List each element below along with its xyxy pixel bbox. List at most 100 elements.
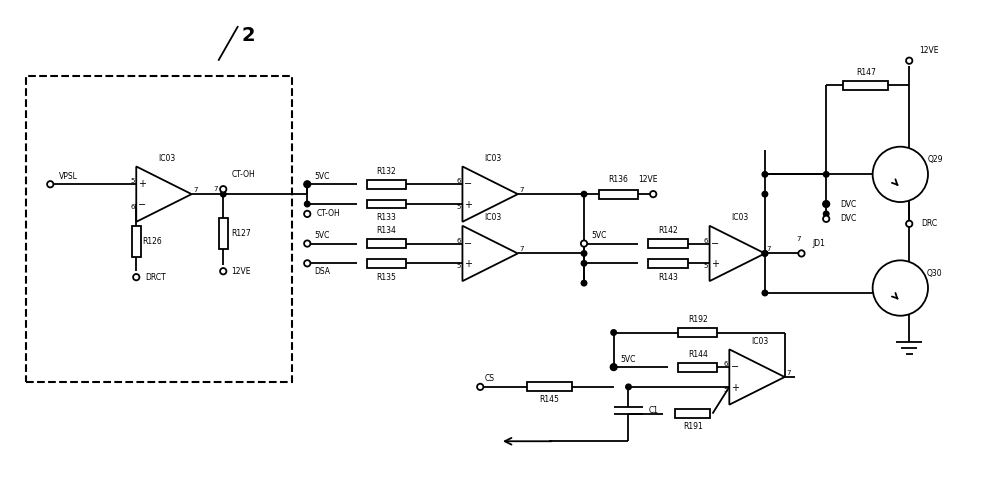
Circle shape [762, 250, 768, 256]
Bar [527, 382, 572, 391]
Text: +: + [711, 259, 719, 269]
Circle shape [823, 216, 829, 222]
Circle shape [220, 268, 226, 274]
Text: 5: 5 [130, 178, 134, 184]
Circle shape [762, 191, 768, 197]
Circle shape [762, 171, 768, 177]
Bar [843, 81, 888, 90]
Text: 2: 2 [241, 26, 255, 46]
Text: +: + [731, 383, 739, 393]
Text: R135: R135 [376, 273, 396, 282]
Circle shape [611, 364, 617, 370]
Text: −: − [138, 200, 146, 210]
Circle shape [611, 330, 616, 335]
Circle shape [304, 181, 310, 187]
Text: 5: 5 [456, 204, 461, 210]
Text: DRCT: DRCT [146, 273, 166, 282]
Circle shape [304, 241, 310, 247]
Text: R127: R127 [231, 229, 251, 238]
Text: 5: 5 [723, 387, 728, 393]
Circle shape [823, 201, 829, 207]
Circle shape [304, 181, 310, 187]
Text: +: + [138, 179, 146, 189]
Circle shape [581, 191, 587, 197]
Text: CT-OH: CT-OH [317, 209, 341, 218]
Bar [219, 218, 228, 249]
Circle shape [581, 280, 587, 286]
Circle shape [650, 191, 656, 197]
Text: IC03: IC03 [484, 213, 502, 222]
Text: R133: R133 [376, 213, 396, 222]
Text: +: + [464, 200, 472, 210]
Text: 7: 7 [193, 187, 198, 193]
Text: Q29: Q29 [927, 155, 943, 164]
Circle shape [304, 201, 310, 207]
Text: R144: R144 [688, 350, 708, 359]
Text: −: − [711, 239, 720, 248]
Bar [367, 239, 406, 248]
Text: DRC: DRC [921, 219, 937, 228]
Text: 7: 7 [519, 247, 524, 252]
Text: 12VE: 12VE [639, 175, 658, 184]
Bar [367, 180, 406, 189]
Bar [132, 226, 141, 257]
Text: 5VC: 5VC [314, 172, 330, 181]
Bar [26, 76, 292, 382]
Text: 7: 7 [213, 186, 218, 192]
Circle shape [220, 191, 226, 197]
Text: 12VE: 12VE [919, 46, 939, 55]
Circle shape [823, 211, 829, 217]
Circle shape [47, 181, 53, 187]
Circle shape [581, 250, 587, 256]
Text: 5VC: 5VC [621, 355, 636, 364]
Text: DVC: DVC [840, 214, 856, 223]
Text: 5VC: 5VC [591, 231, 607, 240]
Text: IC03: IC03 [484, 154, 502, 163]
Bar [648, 259, 688, 268]
Text: R142: R142 [658, 226, 678, 235]
Text: CT-OH: CT-OH [231, 170, 255, 179]
Text: 5: 5 [703, 263, 708, 269]
Bar [648, 239, 688, 248]
Text: 6: 6 [723, 361, 728, 367]
Text: R132: R132 [376, 167, 396, 176]
Bar [675, 409, 710, 418]
Text: IC03: IC03 [158, 154, 176, 163]
Text: R134: R134 [376, 226, 396, 235]
Text: R126: R126 [142, 237, 162, 246]
Bar [367, 200, 406, 208]
Circle shape [823, 171, 829, 177]
Circle shape [798, 250, 805, 256]
Bar [678, 328, 717, 337]
Text: 7: 7 [796, 236, 801, 242]
Circle shape [220, 186, 226, 192]
Text: 6: 6 [130, 204, 135, 210]
Circle shape [133, 274, 139, 280]
Text: R191: R191 [683, 422, 703, 431]
Circle shape [873, 147, 928, 202]
Text: 6: 6 [456, 178, 461, 184]
Circle shape [762, 250, 768, 256]
Text: +: + [464, 259, 472, 269]
Text: 5: 5 [456, 263, 461, 269]
Text: −: − [731, 362, 739, 372]
Text: R145: R145 [539, 395, 559, 404]
Bar [367, 259, 406, 268]
Text: DSA: DSA [314, 267, 330, 276]
Text: C1: C1 [648, 406, 658, 414]
Text: 7: 7 [767, 247, 771, 252]
Circle shape [762, 290, 768, 296]
Text: VPSL: VPSL [59, 172, 77, 181]
Text: R147: R147 [856, 68, 876, 77]
Circle shape [906, 221, 912, 227]
Text: IC03: IC03 [751, 337, 769, 346]
Circle shape [823, 201, 829, 207]
Circle shape [477, 384, 483, 390]
Circle shape [906, 58, 912, 64]
Text: IC03: IC03 [732, 213, 749, 222]
Circle shape [611, 364, 616, 370]
Text: 7: 7 [519, 187, 524, 193]
Circle shape [304, 260, 310, 266]
Circle shape [304, 211, 310, 217]
Text: DVC: DVC [840, 199, 856, 209]
